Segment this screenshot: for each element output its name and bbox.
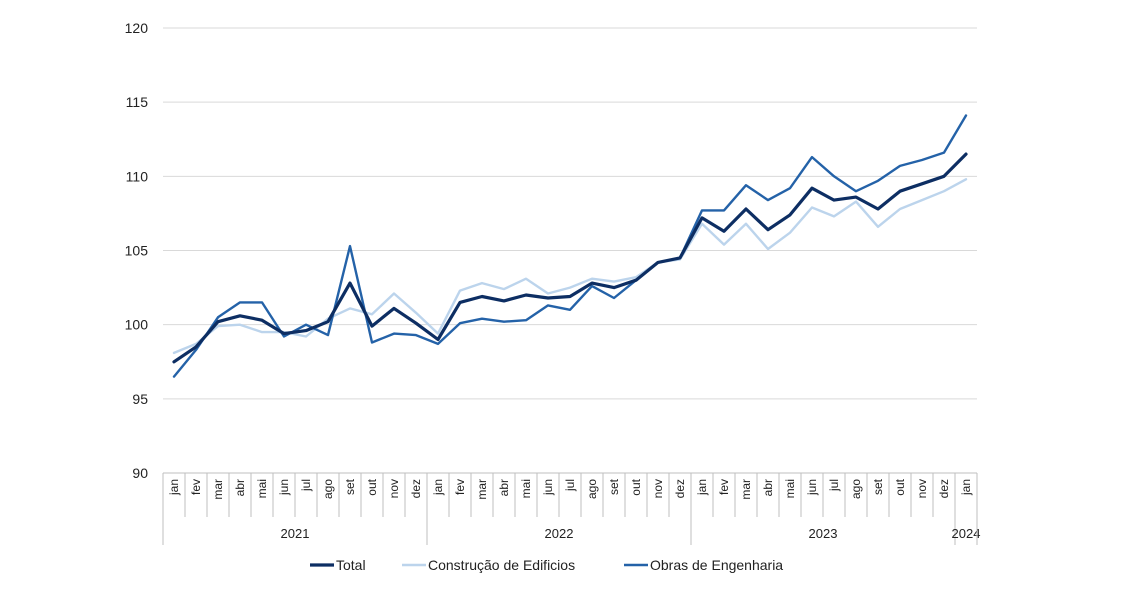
x-tick-label: jul — [827, 479, 841, 492]
series-line-total — [172, 152, 968, 364]
x-tick-label: set — [607, 478, 621, 495]
x-tick-label: abr — [761, 479, 775, 496]
x-tick-label: dez — [937, 479, 951, 498]
x-tick-label: jun — [277, 479, 291, 496]
x-tick-label: nov — [915, 479, 929, 498]
x-tick-label: out — [893, 478, 907, 495]
y-tick-label: 120 — [125, 20, 149, 36]
legend-label: Obras de Engenharia — [650, 557, 783, 573]
x-tick-label: nov — [387, 479, 401, 498]
x-tick-label: fev — [717, 479, 731, 495]
series-lines — [172, 114, 968, 378]
y-tick-label: 95 — [132, 391, 148, 407]
x-tick-label: jan — [959, 479, 973, 496]
x-tick-label: out — [629, 478, 643, 495]
x-tick-label: mar — [739, 479, 753, 500]
x-tick-label: mar — [475, 479, 489, 500]
year-label: 2022 — [545, 526, 574, 541]
x-tick-label: jul — [299, 479, 313, 492]
year-label: 2021 — [281, 526, 310, 541]
x-tick-label: ago — [321, 479, 335, 499]
y-tick-label: 90 — [132, 465, 148, 481]
x-tick-label: jan — [431, 479, 445, 496]
x-tick-label: mai — [783, 479, 797, 498]
x-tick-label: set — [871, 478, 885, 495]
legend-label: Construção de Edificios — [428, 557, 575, 573]
y-tick-label: 115 — [126, 94, 149, 110]
x-tick-label: jan — [167, 479, 181, 496]
x-tick-label: dez — [409, 479, 423, 498]
gridlines — [163, 27, 977, 400]
x-tick-label: abr — [233, 479, 247, 496]
x-tick-label: ago — [585, 479, 599, 499]
x-axis: jan fev mar abr mai jun jul ago set out nov dez jan f… — [162, 472, 981, 545]
year-label: 2023 — [809, 526, 838, 541]
series-line-constru-o-de-edificios — [172, 178, 968, 355]
x-tick-label: out — [365, 478, 379, 495]
x-tick-label: jan — [695, 479, 709, 496]
y-axis-ticks: 90 95 100 105 110 115 120 — [125, 20, 149, 481]
x-tick-label: mai — [255, 479, 269, 498]
x-tick-label: abr — [497, 479, 511, 496]
x-tick-label: fev — [189, 479, 203, 495]
x-tick-label: jun — [541, 479, 555, 496]
legend-label: Total — [336, 557, 366, 573]
x-tick-label: fev — [453, 479, 467, 495]
y-tick-label: 100 — [125, 317, 149, 333]
x-tick-label: nov — [651, 479, 665, 498]
x-tick-label: jul — [563, 479, 577, 492]
year-label: 2024 — [952, 526, 981, 541]
legend: Total Construção de Edificios Obras de Eng… — [310, 557, 783, 573]
x-tick-label: mar — [211, 479, 225, 500]
x-tick-label: jun — [805, 479, 819, 496]
y-tick-label: 105 — [125, 243, 149, 259]
x-tick-label: ago — [849, 479, 863, 499]
series-line-obras-de-engenharia — [172, 114, 968, 378]
y-tick-label: 110 — [126, 168, 149, 184]
x-tick-label: mai — [519, 479, 533, 498]
x-tick-label: set — [343, 478, 357, 495]
x-tick-label: dez — [673, 479, 687, 498]
